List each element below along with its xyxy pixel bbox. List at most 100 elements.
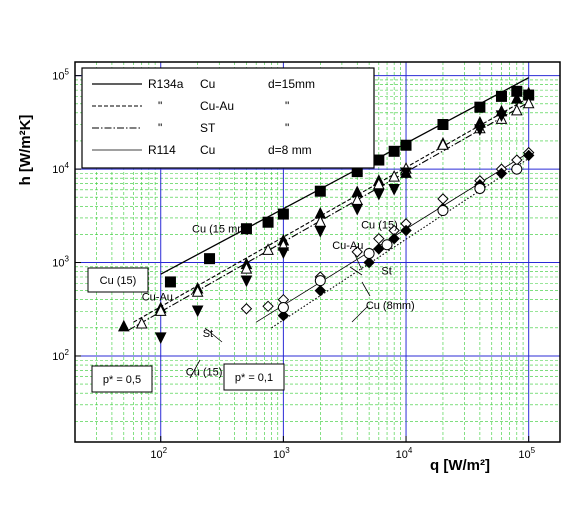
marker-filled-triangle-up xyxy=(510,92,523,104)
marker-filled-triangle-down xyxy=(400,167,412,180)
marker-open-circle xyxy=(511,163,523,175)
legend-diameter: d=15mm xyxy=(268,77,315,91)
marker-filled-triangle-down xyxy=(277,247,290,259)
marker-filled-square xyxy=(277,208,289,220)
marker-filled-square xyxy=(240,223,252,235)
axis-ticks: 102 103 104 105 102 103 104 105 xyxy=(52,68,535,461)
annotation-leader xyxy=(361,281,371,297)
annotation-leader xyxy=(204,327,223,343)
legend-fluid: " xyxy=(158,121,162,135)
legend: R134a Cu d=15mm " Cu-Au " " ST " R114 Cu d=8 mm xyxy=(81,67,375,169)
legend-surface: Cu xyxy=(200,143,215,157)
x-tick-label: 102 xyxy=(150,446,167,461)
marker-open-triangle-up xyxy=(135,316,148,329)
marker-filled-square xyxy=(373,154,385,166)
y-tick-label: 104 xyxy=(52,161,69,176)
annotation-label: Cu (15) xyxy=(186,366,223,378)
marker-open-circle xyxy=(363,247,375,259)
marker-filled-square xyxy=(400,139,412,151)
legend-surface: Cu-Au xyxy=(200,99,234,113)
marker-open-triangle-up xyxy=(191,285,204,297)
legend-fluid: " xyxy=(158,99,162,113)
legend-fluid: R114 xyxy=(148,143,176,157)
marker-filled-diamond xyxy=(363,256,375,269)
marker-filled-triangle-down xyxy=(191,305,204,318)
annotation-label: Cu-Au xyxy=(142,292,173,304)
marker-open-circle xyxy=(277,302,289,314)
y-axis-title: h [W/m²K] xyxy=(17,115,34,186)
marker-open-triangle-up xyxy=(154,304,167,316)
fit-line-solid xyxy=(160,77,529,275)
marker-filled-triangle-down xyxy=(314,226,327,238)
annotation-label: Cu (15 mm) xyxy=(192,223,250,235)
annotation-leader xyxy=(349,266,363,276)
marker-filled-triangle-down xyxy=(373,188,385,201)
y-tick-label: 102 xyxy=(52,348,69,363)
legend-diameter: " xyxy=(285,121,289,135)
annotation-label: St xyxy=(381,266,391,278)
marker-filled-square xyxy=(495,90,507,102)
annotation-leader xyxy=(354,254,363,271)
marker-open-triangle-up xyxy=(373,177,385,190)
marker-open-circle xyxy=(314,275,326,287)
marker-open-triangle-up xyxy=(262,243,274,255)
marker-open-triangle-up xyxy=(388,170,400,182)
annotation-label: Cu (8mm) xyxy=(366,300,415,312)
annotation-leader xyxy=(351,305,369,323)
boxed-label-frame xyxy=(223,363,285,391)
marker-filled-diamond xyxy=(314,284,327,297)
marker-open-triangle-up xyxy=(240,262,253,274)
annotations: Cu (15 mm) Cu-Au St Cu (15) Cu (15) Cu-Au St Cu… xyxy=(142,220,415,379)
x-axis-title: q [W/m²] xyxy=(430,457,490,474)
x-tick-label: 103 xyxy=(273,446,290,461)
data-markers xyxy=(117,85,535,345)
plot-frame xyxy=(74,61,561,443)
marker-open-circle xyxy=(437,205,449,217)
marker-filled-triangle-down xyxy=(495,110,508,123)
marker-filled-triangle-down xyxy=(388,183,400,196)
boxed-label-frame xyxy=(91,365,153,393)
x-tick-label: 104 xyxy=(396,446,413,461)
marker-filled-square xyxy=(388,145,400,157)
boxed-label-text: Cu (15) xyxy=(100,275,137,287)
boxed-label-frame xyxy=(87,267,149,293)
marker-open-circle xyxy=(381,239,393,251)
marker-open-circle xyxy=(474,182,486,194)
marker-filled-square xyxy=(314,185,326,197)
marker-filled-triangle-down xyxy=(474,124,486,136)
boxed-label-text: p* = 0,5 xyxy=(103,374,141,386)
legend-frame xyxy=(81,67,375,169)
legend-surface: Cu xyxy=(200,77,215,91)
annotation-label: Cu (15) xyxy=(361,220,398,232)
marker-filled-triangle-down xyxy=(240,275,253,288)
marker-filled-diamond xyxy=(522,149,535,162)
annotation-leader xyxy=(189,359,201,379)
marker-filled-triangle-up xyxy=(117,319,130,332)
y-tick-label: 105 xyxy=(52,68,69,83)
marker-filled-square xyxy=(204,253,216,265)
marker-filled-diamond xyxy=(400,224,412,237)
boxed-label-text: p* = 0,1 xyxy=(235,372,273,384)
legend-fluid: R134a xyxy=(148,77,184,91)
marker-filled-square xyxy=(262,216,274,228)
annotation-label: St xyxy=(203,328,213,340)
fit-line-dotted xyxy=(271,157,529,329)
marker-filled-diamond xyxy=(495,167,508,180)
marker-open-triangle-up xyxy=(510,103,523,116)
x-tick-label: 105 xyxy=(518,446,535,461)
boxed-labels: Cu (15) p* = 0,5 p* = 0,1 xyxy=(87,267,285,393)
annotation-label: Cu-Au xyxy=(332,240,363,252)
marker-open-triangle-up xyxy=(522,96,535,109)
y-tick-label: 103 xyxy=(52,255,69,270)
marker-open-diamond xyxy=(351,246,363,258)
legend-surface: ST xyxy=(200,121,216,135)
marker-filled-diamond xyxy=(388,232,400,245)
marker-filled-triangle-down xyxy=(351,203,364,216)
marker-filled-square xyxy=(474,101,486,113)
legend-diameter: d=8 mm xyxy=(268,143,312,157)
marker-filled-square xyxy=(437,119,449,131)
marker-open-triangle-up xyxy=(437,138,449,150)
marker-filled-square xyxy=(164,276,176,288)
marker-open-diamond xyxy=(240,303,253,315)
